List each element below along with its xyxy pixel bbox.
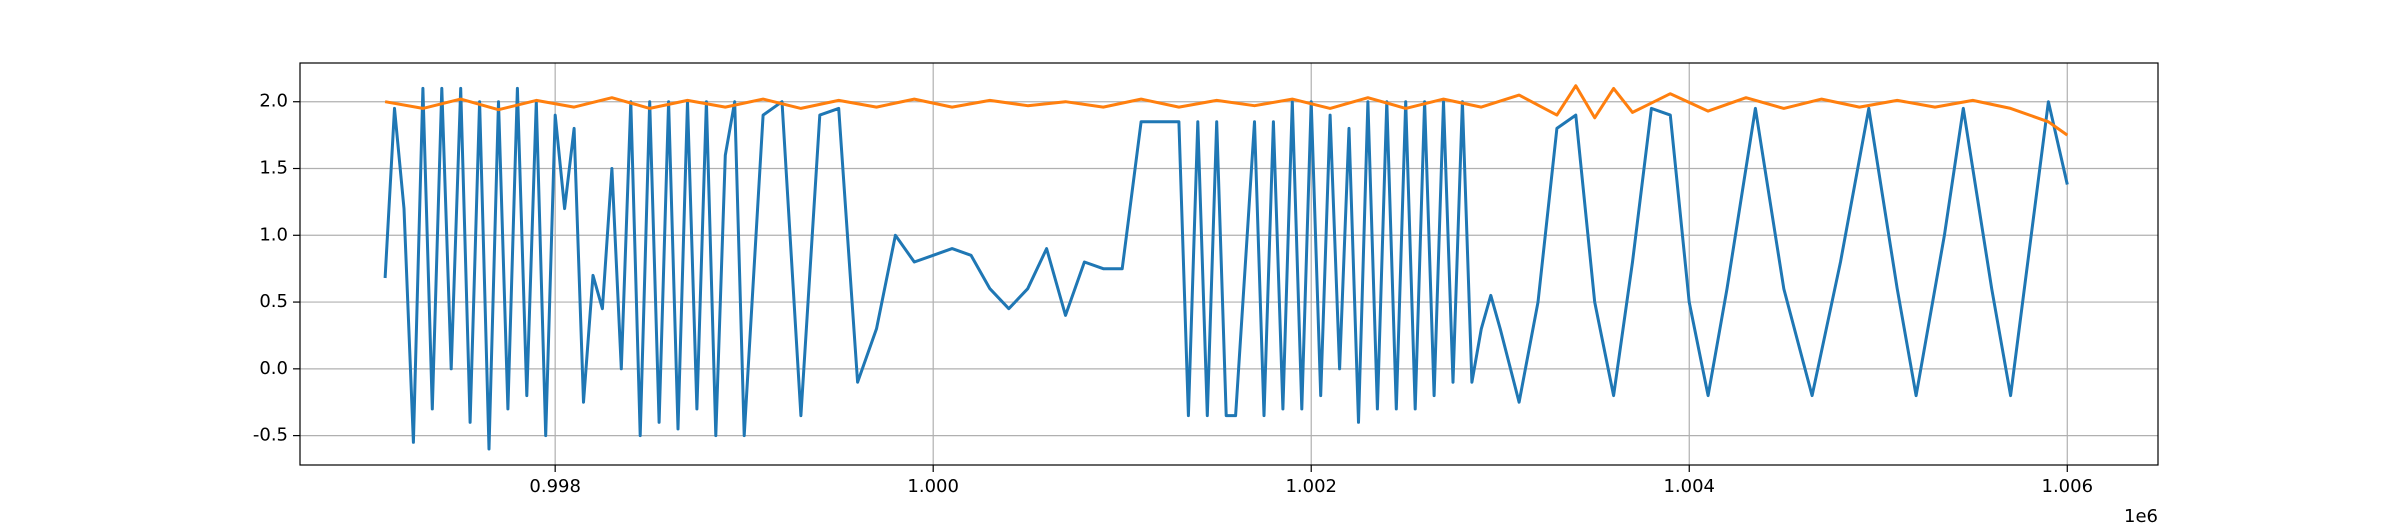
x-tick-label: 1.006 xyxy=(2042,476,2094,497)
plot-area: 0.998 1.000 1.002 1.004 1.006 -0.5 0.0 0.5 1.0 1.… xyxy=(253,62,2159,497)
x-offset-label: 1e6 xyxy=(2124,506,2158,525)
y-tick-label: 1.5 xyxy=(259,158,288,179)
y-tick-label: 0.5 xyxy=(259,291,288,312)
x-tick-label: 1.000 xyxy=(907,476,959,497)
y-tick-label: 1.0 xyxy=(259,224,288,245)
x-tick-label: 0.998 xyxy=(529,476,581,497)
x-tick-label: 1.004 xyxy=(1663,476,1715,497)
axes-frame xyxy=(299,62,2159,466)
y-tick-label: 0.0 xyxy=(259,358,288,379)
line-series xyxy=(383,86,2069,451)
x-tick-label: 1.002 xyxy=(1285,476,1337,497)
y-tick-label: 2.0 xyxy=(259,91,288,112)
y-tick-label: -0.5 xyxy=(253,425,288,446)
line-series xyxy=(384,84,2069,137)
